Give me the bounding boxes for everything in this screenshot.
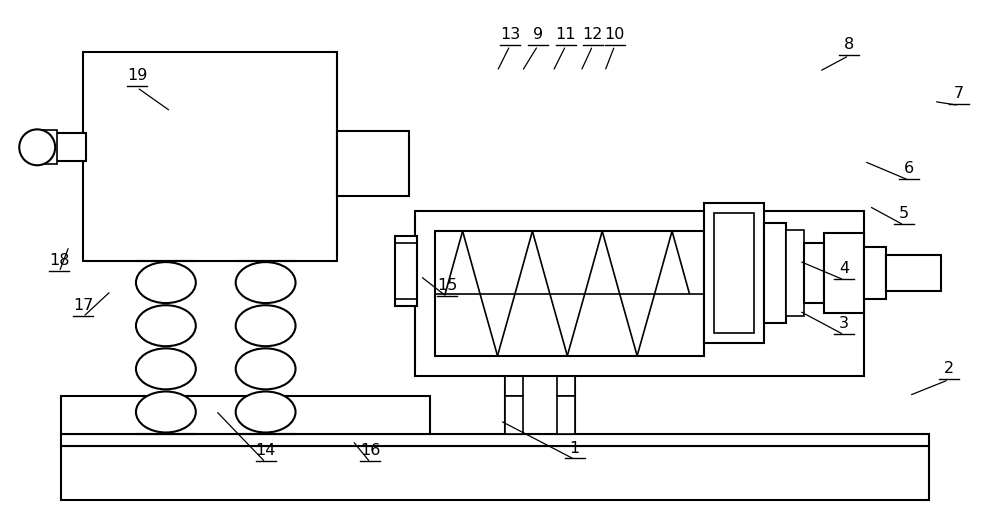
Bar — [435, 231, 704, 356]
Bar — [61, 396, 430, 433]
Text: 2: 2 — [944, 361, 954, 376]
Bar — [480, 211, 600, 239]
Bar — [61, 433, 929, 446]
Bar — [83, 52, 337, 261]
Bar — [864, 247, 886, 299]
Bar — [714, 213, 754, 333]
Bar — [704, 203, 764, 343]
Text: 9: 9 — [533, 27, 543, 41]
Text: 1: 1 — [570, 441, 580, 456]
Ellipse shape — [236, 348, 296, 389]
Ellipse shape — [236, 305, 296, 346]
Bar — [56, 133, 86, 161]
Text: 14: 14 — [255, 443, 276, 458]
Text: 19: 19 — [127, 68, 147, 83]
Bar — [886, 255, 941, 291]
Text: 17: 17 — [73, 298, 93, 313]
Bar — [764, 223, 786, 323]
Bar — [415, 211, 864, 376]
Bar — [61, 446, 929, 500]
Ellipse shape — [136, 348, 196, 389]
Ellipse shape — [136, 262, 196, 303]
Ellipse shape — [236, 262, 296, 303]
Circle shape — [19, 130, 55, 165]
Bar — [337, 131, 409, 196]
Text: 10: 10 — [605, 27, 625, 41]
Bar — [43, 130, 57, 164]
Text: 11: 11 — [556, 27, 576, 41]
Bar — [505, 396, 523, 433]
Text: 3: 3 — [839, 316, 849, 331]
Ellipse shape — [136, 391, 196, 432]
Text: 12: 12 — [583, 27, 603, 41]
Ellipse shape — [136, 305, 196, 346]
Bar — [505, 239, 575, 433]
Bar — [505, 376, 523, 396]
Text: 13: 13 — [500, 27, 520, 41]
Bar — [824, 233, 864, 313]
Text: 15: 15 — [437, 278, 457, 293]
Bar — [557, 396, 575, 433]
Bar — [557, 376, 575, 396]
Bar — [804, 243, 824, 303]
Ellipse shape — [236, 391, 296, 432]
Text: 5: 5 — [899, 206, 909, 221]
Bar — [786, 230, 804, 316]
Text: 7: 7 — [954, 87, 964, 101]
Text: 8: 8 — [844, 37, 854, 52]
Text: 6: 6 — [904, 161, 914, 176]
Text: 16: 16 — [360, 443, 381, 458]
Text: 18: 18 — [49, 253, 69, 268]
Text: 4: 4 — [839, 261, 849, 276]
Bar — [395, 236, 417, 306]
